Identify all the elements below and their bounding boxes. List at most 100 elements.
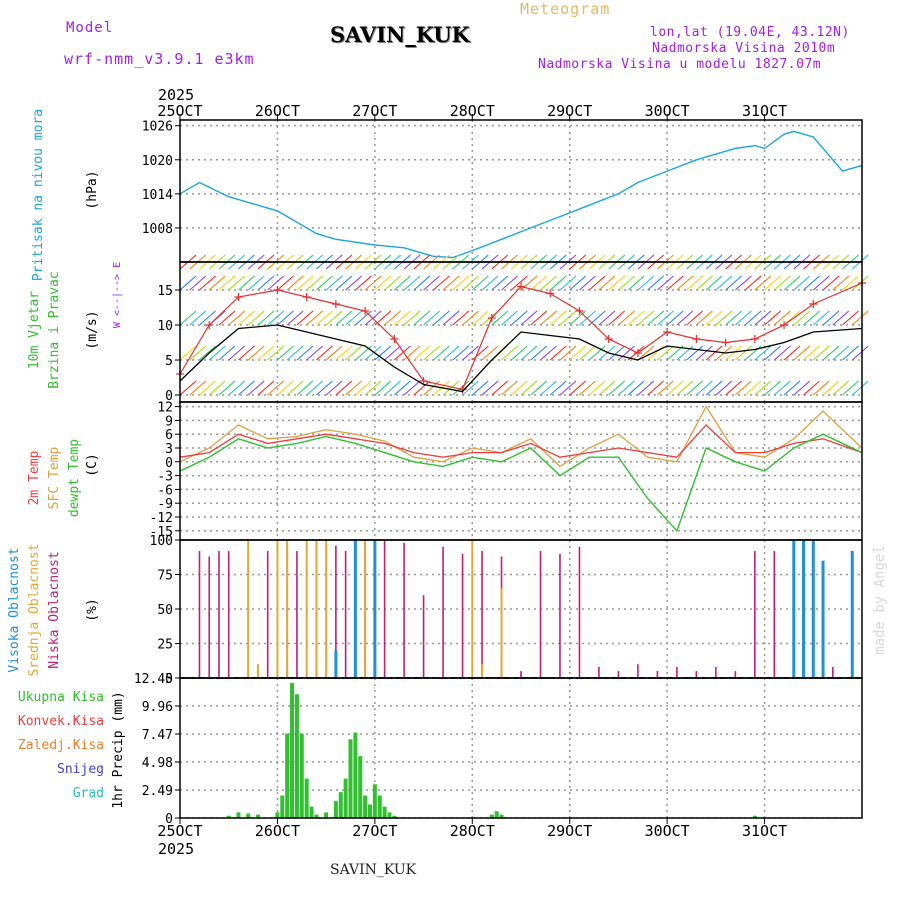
wind-barb xyxy=(618,345,635,361)
wind-barb xyxy=(676,310,694,326)
wind-barb xyxy=(803,380,820,396)
wind-barb xyxy=(238,380,255,396)
wind-barb xyxy=(491,275,509,291)
wind-barb xyxy=(832,310,850,326)
wind-barb xyxy=(686,310,703,326)
precip-bar xyxy=(363,795,368,818)
wind-barb xyxy=(355,310,372,326)
cloud-low-bar xyxy=(617,671,620,678)
wind-barb xyxy=(637,275,655,291)
precip-bar xyxy=(290,683,295,818)
wind-barb xyxy=(637,380,655,396)
wind-barb xyxy=(306,275,324,291)
wind-barb xyxy=(189,310,207,326)
wind-barb xyxy=(423,310,440,326)
wind-barb xyxy=(696,275,713,291)
wind-barb xyxy=(676,380,694,396)
wind-barb xyxy=(364,275,382,291)
wind-barb xyxy=(393,310,411,326)
wind-barb xyxy=(374,380,392,396)
wind-barb xyxy=(510,380,528,396)
wind-barb xyxy=(627,275,645,291)
cloud-low-bar xyxy=(461,553,464,678)
precip-bar xyxy=(299,733,304,818)
precip-bar xyxy=(377,795,382,818)
wind-barb xyxy=(257,275,275,291)
wind-barb xyxy=(199,275,216,291)
wind-barb xyxy=(657,275,674,291)
cloud-low-bar xyxy=(344,551,347,678)
wind-barb xyxy=(725,275,742,291)
wind-barb xyxy=(851,380,869,396)
wind-barb xyxy=(803,310,820,326)
wind-barb xyxy=(696,380,713,396)
y-tick-label: 12.45 xyxy=(134,672,173,687)
x-tick-label-bottom: 29OCT xyxy=(547,822,592,840)
wind-barb xyxy=(501,345,518,361)
cloud-low-bar xyxy=(335,545,337,678)
wind-barb xyxy=(734,310,752,326)
wind-barb xyxy=(715,310,733,326)
wind-barb xyxy=(569,345,587,361)
wind-barb xyxy=(325,345,343,361)
wind-barb xyxy=(793,275,811,291)
wind-barb xyxy=(812,380,830,396)
cloud-low-bar xyxy=(442,546,444,678)
wind-barb xyxy=(335,275,353,291)
wind-barb xyxy=(267,275,285,291)
wind-barb xyxy=(277,310,294,326)
wind-barb xyxy=(851,345,869,361)
subtitle: Meteogram xyxy=(520,0,611,18)
cloud-high-bar xyxy=(373,540,377,678)
wind-barb xyxy=(384,345,401,361)
x-tick-label-bottom: 27OCT xyxy=(352,822,397,840)
wind-barb xyxy=(218,380,236,396)
wind-barb xyxy=(754,380,772,396)
precip-bar xyxy=(309,806,314,818)
wind-barb xyxy=(520,380,538,396)
wind-barb xyxy=(286,275,304,291)
cloud-high-bar xyxy=(353,540,357,678)
cloud-legend-label: Niska Oblacnost xyxy=(47,551,62,668)
wind-barb xyxy=(208,380,226,396)
precip-bar xyxy=(367,804,372,818)
y-tick-label: 0 xyxy=(165,389,173,404)
y-tick-label: 4.98 xyxy=(142,756,173,771)
wind-barb xyxy=(277,345,294,361)
wind-barb xyxy=(286,310,304,326)
wind-barb xyxy=(549,380,567,396)
wind-barb xyxy=(725,380,742,396)
y-tick-label: -9 xyxy=(157,497,173,512)
panel-frame xyxy=(179,119,863,263)
wind-barb xyxy=(579,380,596,396)
wind-barb xyxy=(725,310,742,326)
wind-barb xyxy=(199,345,216,361)
wind-barb xyxy=(520,345,538,361)
wind-barb xyxy=(355,380,372,396)
wind-barb xyxy=(549,275,567,291)
wind-barb xyxy=(238,310,255,326)
wind-barb xyxy=(238,345,255,361)
wind-barb xyxy=(812,345,830,361)
y-tick-label: 9.96 xyxy=(142,700,173,715)
wind-barb xyxy=(208,275,226,291)
wind-barb xyxy=(540,380,557,396)
cloud-low-bar xyxy=(481,551,483,678)
gust-marker xyxy=(575,307,584,315)
wind-barb xyxy=(559,345,577,361)
wind-barb xyxy=(345,380,362,396)
wind-barb xyxy=(676,275,694,291)
x-tick-label-top: 27OCT xyxy=(352,102,397,120)
wind-barb xyxy=(247,275,265,291)
cloud-low-bar xyxy=(383,540,386,678)
cloud-high-bar xyxy=(821,560,825,678)
wind-barb xyxy=(189,345,207,361)
wind-barb xyxy=(686,380,703,396)
cloud-mid-bar xyxy=(471,540,474,678)
wind-barb xyxy=(199,380,216,396)
cloud-low-bar xyxy=(296,551,298,678)
gust-marker xyxy=(205,321,214,329)
wind-barb xyxy=(267,345,285,361)
wind-barb xyxy=(403,275,421,291)
wind-barb xyxy=(618,275,635,291)
